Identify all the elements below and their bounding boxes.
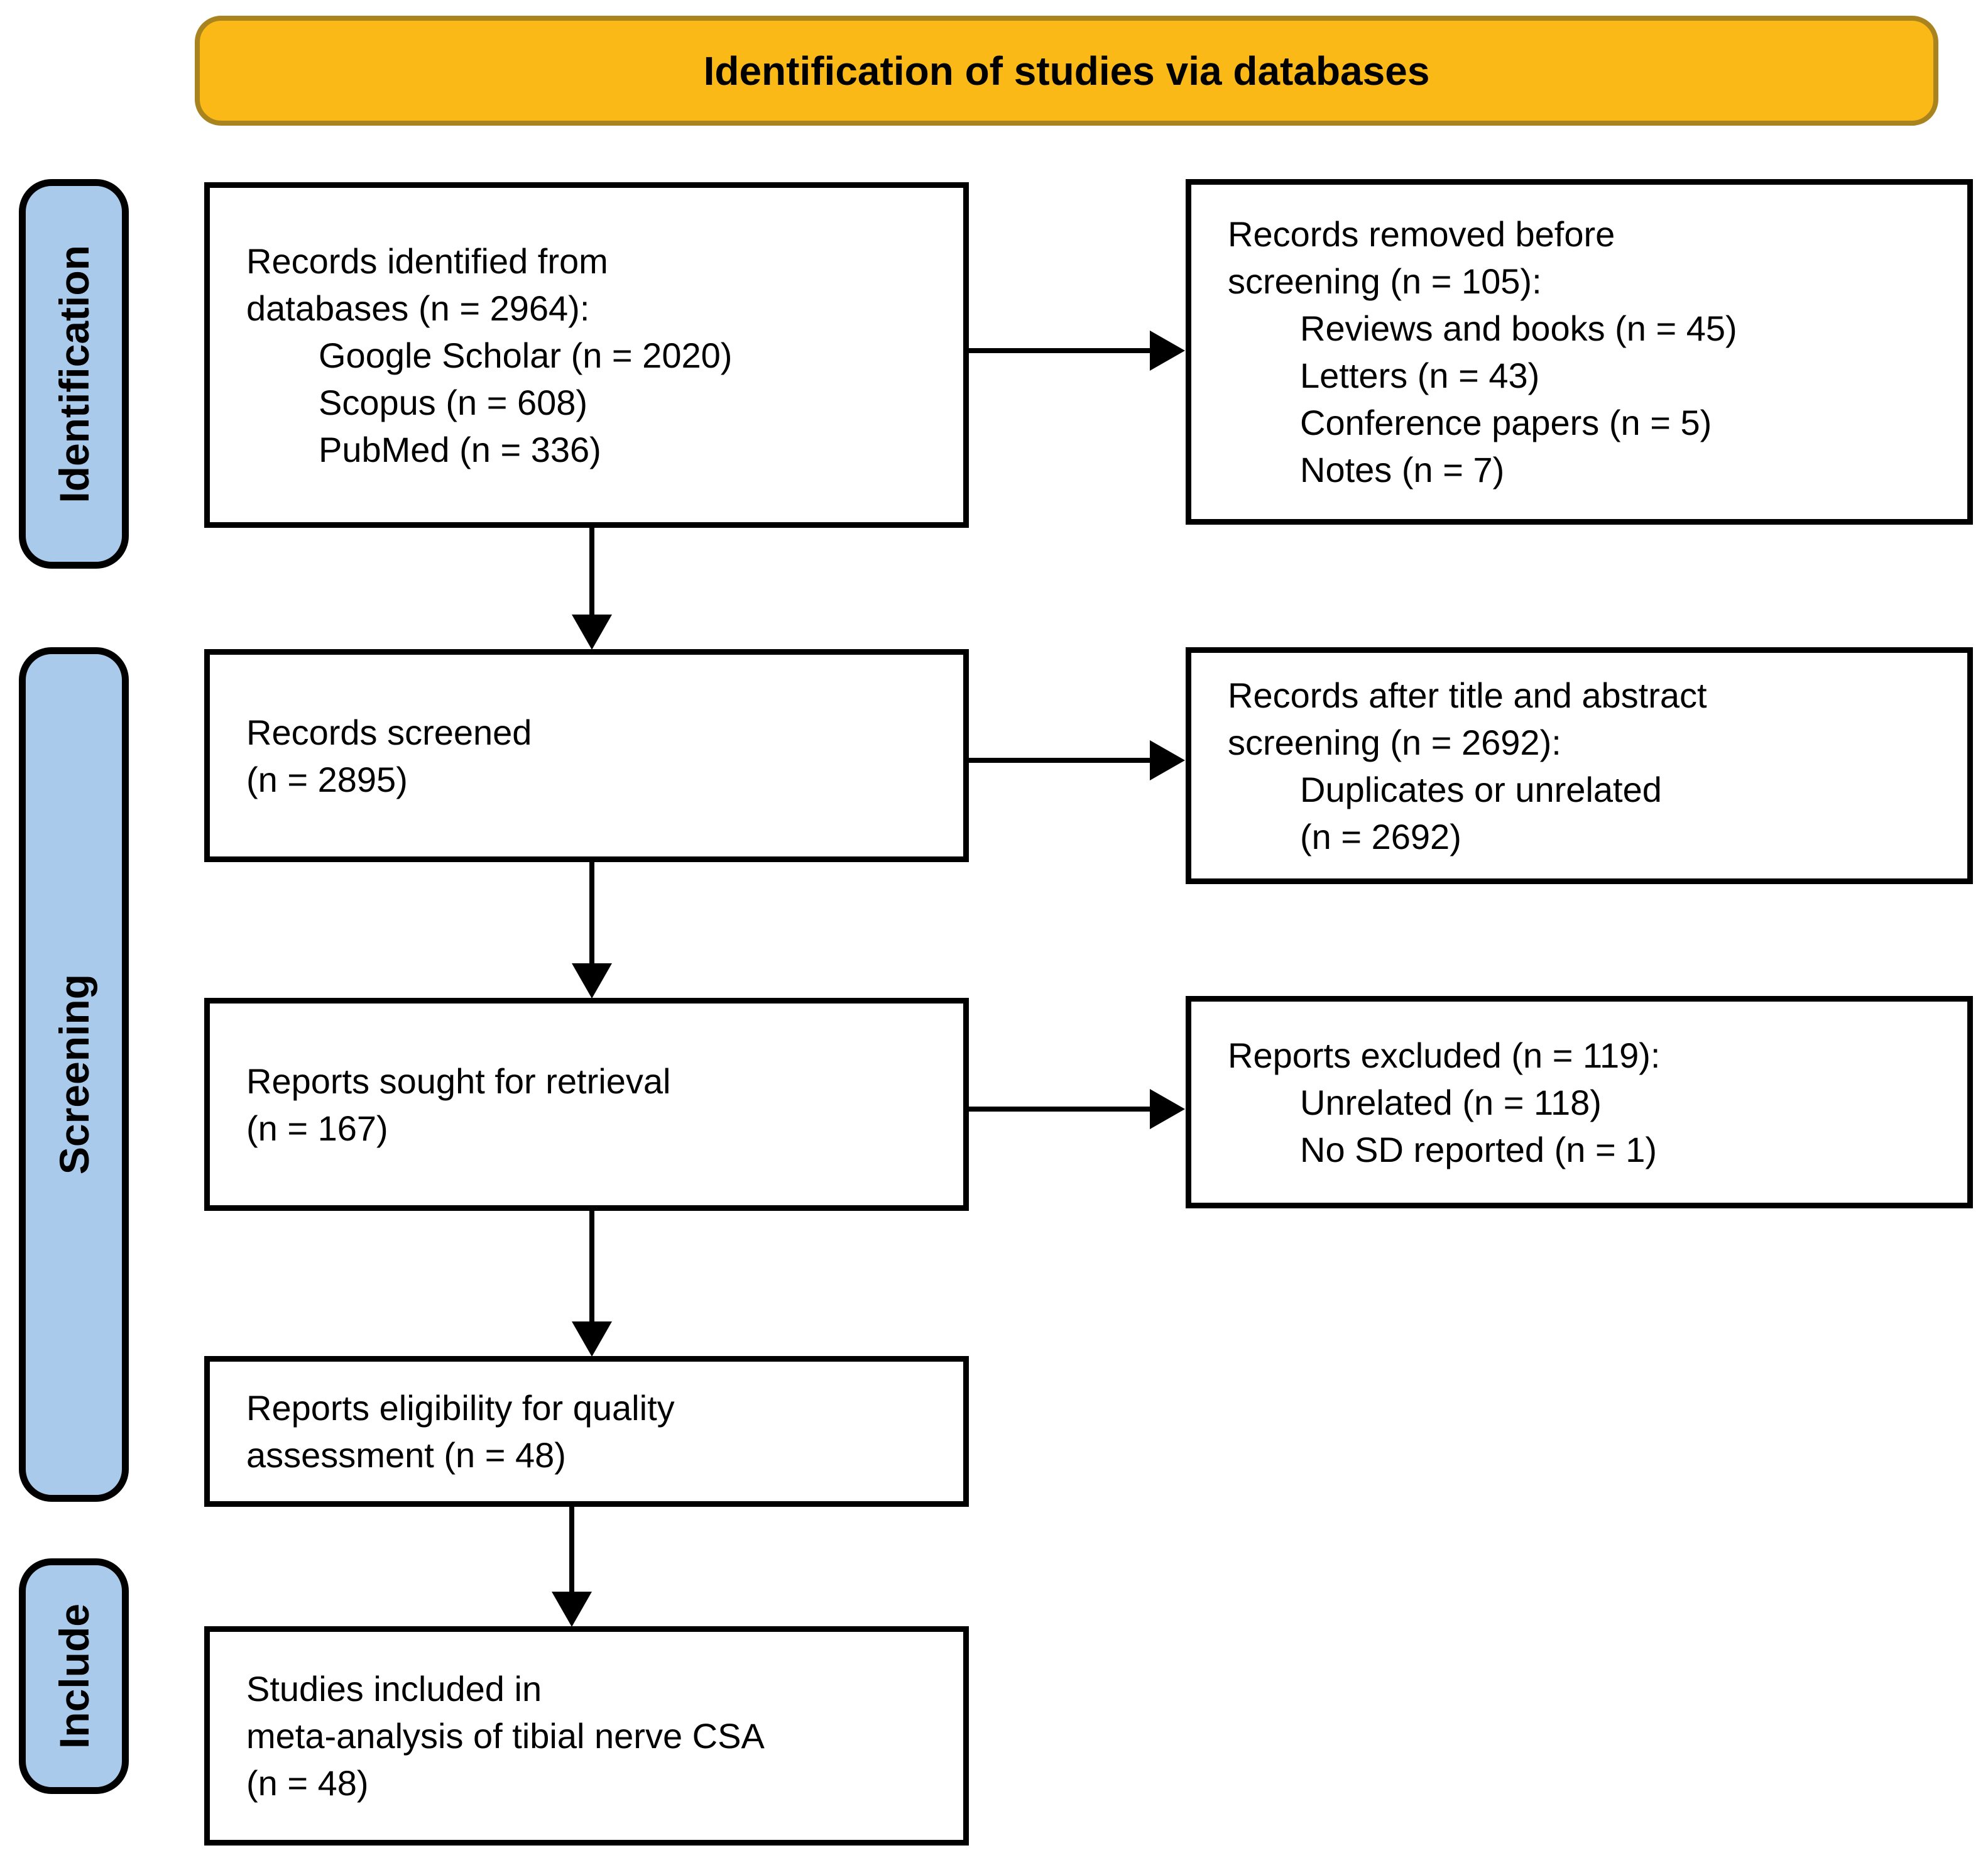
arrowhead-sought-to-eligibility: [572, 1321, 612, 1357]
arrowhead-identified-to-screened: [572, 615, 612, 650]
box-studies-included: Studies included in meta-analysis of tib…: [204, 1626, 969, 1846]
arrow-sought-to-excluded: [969, 1107, 1152, 1112]
box-records-after-screening-line1: Records after title and abstract: [1228, 675, 1707, 715]
box-reports-eligibility-line1: Reports eligibility for quality: [246, 1388, 675, 1428]
box-records-removed-item: Conference papers (n = 5): [1300, 403, 1712, 442]
arrow-identified-to-removed: [969, 348, 1152, 353]
box-records-removed-item: Letters (n = 43): [1300, 356, 1540, 395]
phase-screening: Screening: [19, 647, 129, 1502]
arrowhead-screened-to-sought: [572, 963, 612, 998]
box-reports-sought-line1: Reports sought for retrieval: [246, 1061, 671, 1101]
box-reports-excluded-item: No SD reported (n = 1): [1300, 1129, 1658, 1169]
box-reports-excluded: Reports excluded (n = 119): Unrelated (n…: [1186, 996, 1973, 1208]
box-records-identified-item: Scopus (n = 608): [319, 382, 588, 422]
box-records-removed: Records removed before screening (n = 10…: [1186, 179, 1973, 525]
box-records-identified-item: PubMed (n = 336): [319, 429, 601, 469]
box-reports-eligibility: Reports eligibility for quality assessme…: [204, 1356, 969, 1507]
arrowhead-screened-to-afterscreening: [1150, 740, 1185, 780]
diagram-title: Identification of studies via databases: [703, 48, 1430, 94]
arrowhead-identified-to-removed: [1150, 331, 1185, 371]
arrowhead-eligibility-to-included: [552, 1592, 592, 1627]
phase-identification-label: Identification: [50, 244, 97, 503]
box-records-after-screening-line2: screening (n = 2692):: [1228, 722, 1561, 762]
phase-include: Include: [19, 1558, 129, 1794]
phase-identification: Identification: [19, 179, 129, 569]
box-reports-sought-line2: (n = 167): [246, 1108, 388, 1148]
title-banner: Identification of studies via databases: [195, 16, 1938, 126]
phase-include-label: Include: [50, 1603, 97, 1749]
arrow-eligibility-to-included: [569, 1507, 574, 1593]
arrow-identified-to-screened: [589, 528, 594, 616]
arrowhead-sought-to-excluded: [1150, 1089, 1185, 1129]
box-reports-excluded-item: Unrelated (n = 118): [1300, 1082, 1602, 1122]
box-records-screened: Records screened (n = 2895): [204, 649, 969, 862]
box-studies-included-line1: Studies included in: [246, 1669, 542, 1709]
box-records-removed-line2: screening (n = 105):: [1228, 261, 1542, 301]
box-records-screened-line1: Records screened: [246, 712, 532, 752]
box-records-removed-line1: Records removed before: [1228, 214, 1615, 254]
box-studies-included-line2: meta-analysis of tibial nerve CSA: [246, 1716, 765, 1756]
box-records-identified-line1: Records identified from: [246, 241, 608, 281]
phase-screening-label: Screening: [50, 974, 97, 1175]
box-records-after-screening: Records after title and abstract screeni…: [1186, 647, 1973, 884]
box-records-identified-line2: databases (n = 2964):: [246, 288, 590, 328]
box-records-identified: Records identified from databases (n = 2…: [204, 182, 969, 528]
box-reports-excluded-line1: Reports excluded (n = 119):: [1228, 1035, 1661, 1075]
box-records-after-screening-item: (n = 2692): [1300, 816, 1461, 856]
box-studies-included-line3: (n = 48): [246, 1763, 369, 1803]
arrow-screened-to-sought: [589, 862, 594, 964]
arrow-screened-to-afterscreening: [969, 758, 1152, 763]
box-reports-eligibility-line2: assessment (n = 48): [246, 1435, 566, 1475]
box-records-after-screening-item: Duplicates or unrelated: [1300, 769, 1662, 809]
box-records-identified-item: Google Scholar (n = 2020): [319, 335, 733, 375]
box-records-removed-item: Notes (n = 7): [1300, 450, 1505, 489]
box-records-removed-item: Reviews and books (n = 45): [1300, 309, 1737, 348]
arrow-sought-to-eligibility: [589, 1211, 594, 1323]
box-reports-sought: Reports sought for retrieval (n = 167): [204, 998, 969, 1211]
box-records-screened-line2: (n = 2895): [246, 759, 408, 799]
